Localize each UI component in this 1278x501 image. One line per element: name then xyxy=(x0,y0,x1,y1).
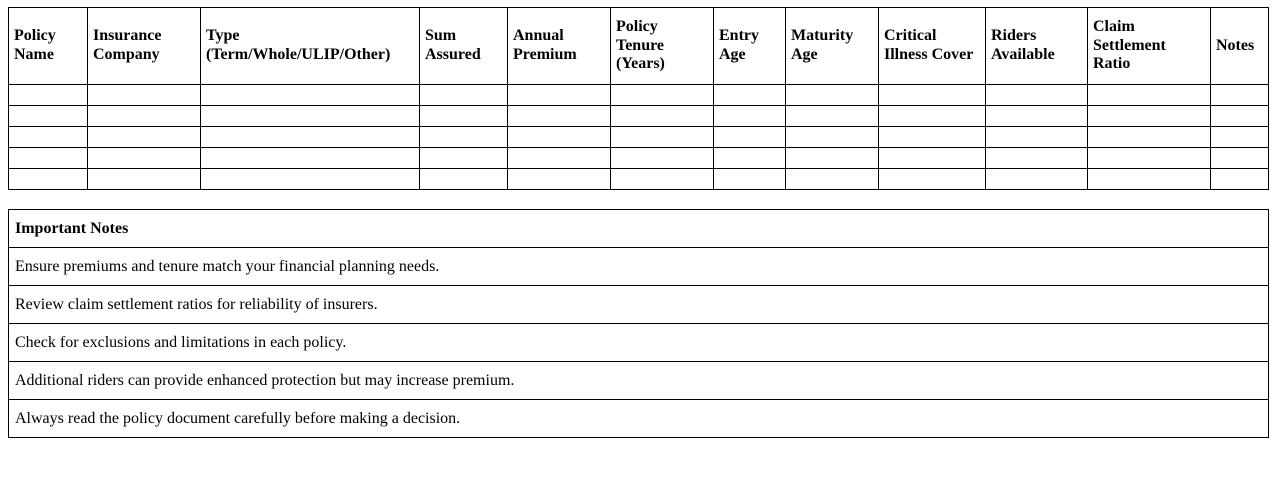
empty-cell-policy-tenure-years[interactable] xyxy=(610,84,714,106)
empty-policy-row xyxy=(8,147,1269,169)
important-notes-header-row: Important Notes xyxy=(8,209,1269,248)
column-header-maturity-age: Maturity Age xyxy=(785,7,879,85)
column-header-notes: Notes xyxy=(1210,7,1269,85)
empty-cell-notes[interactable] xyxy=(1210,105,1269,127)
empty-cell-sum-assured[interactable] xyxy=(419,147,508,169)
note-row: Ensure premiums and tenure match your fi… xyxy=(8,247,1269,286)
empty-cell-claim-settlement-ratio[interactable] xyxy=(1087,126,1211,148)
empty-cell-policy-tenure-years[interactable] xyxy=(610,147,714,169)
column-header-critical-illness-cover: Critical Illness Cover xyxy=(878,7,986,85)
empty-cell-policy-tenure-years[interactable] xyxy=(610,105,714,127)
empty-cell-insurance-company[interactable] xyxy=(87,147,201,169)
empty-cell-critical-illness-cover[interactable] xyxy=(878,84,986,106)
empty-cell-entry-age[interactable] xyxy=(713,126,786,148)
empty-cell-annual-premium[interactable] xyxy=(507,126,611,148)
important-notes-title: Important Notes xyxy=(8,209,1269,248)
empty-policy-row xyxy=(8,168,1269,190)
column-header-annual-premium: Annual Premium xyxy=(507,7,611,85)
empty-cell-policy-tenure-years[interactable] xyxy=(610,126,714,148)
empty-cell-maturity-age[interactable] xyxy=(785,147,879,169)
column-header-policy-name: Policy Name xyxy=(8,7,88,85)
empty-cell-riders-available[interactable] xyxy=(985,168,1088,190)
empty-cell-policy-tenure-years[interactable] xyxy=(610,168,714,190)
empty-cell-claim-settlement-ratio[interactable] xyxy=(1087,168,1211,190)
empty-cell-entry-age[interactable] xyxy=(713,147,786,169)
empty-cell-critical-illness-cover[interactable] xyxy=(878,126,986,148)
empty-cell-type-term-whole-ulip-other[interactable] xyxy=(200,126,420,148)
empty-cell-claim-settlement-ratio[interactable] xyxy=(1087,147,1211,169)
note-text: Check for exclusions and limitations in … xyxy=(8,323,1269,362)
empty-cell-entry-age[interactable] xyxy=(713,84,786,106)
empty-cell-insurance-company[interactable] xyxy=(87,84,201,106)
empty-cell-riders-available[interactable] xyxy=(985,126,1088,148)
empty-cell-type-term-whole-ulip-other[interactable] xyxy=(200,84,420,106)
empty-cell-riders-available[interactable] xyxy=(985,147,1088,169)
empty-cell-notes[interactable] xyxy=(1210,126,1269,148)
note-text: Ensure premiums and tenure match your fi… xyxy=(8,247,1269,286)
empty-cell-annual-premium[interactable] xyxy=(507,84,611,106)
empty-cell-type-term-whole-ulip-other[interactable] xyxy=(200,147,420,169)
column-header-type-term-whole-ulip-other: Type (Term/Whole/ULIP/Other) xyxy=(200,7,420,85)
empty-policy-row xyxy=(8,84,1269,106)
empty-cell-maturity-age[interactable] xyxy=(785,84,879,106)
column-header-riders-available: Riders Available xyxy=(985,7,1088,85)
empty-cell-sum-assured[interactable] xyxy=(419,105,508,127)
column-header-claim-settlement-ratio: Claim Settlement Ratio xyxy=(1087,7,1211,85)
empty-cell-insurance-company[interactable] xyxy=(87,105,201,127)
empty-policy-row xyxy=(8,105,1269,127)
comparison-header-row: Policy Name Insurance Company Type (Term/W… xyxy=(8,7,1269,85)
note-row: Always read the policy document carefull… xyxy=(8,399,1269,438)
empty-cell-type-term-whole-ulip-other[interactable] xyxy=(200,168,420,190)
empty-cell-notes[interactable] xyxy=(1210,147,1269,169)
empty-cell-claim-settlement-ratio[interactable] xyxy=(1087,105,1211,127)
empty-cell-notes[interactable] xyxy=(1210,84,1269,106)
note-text: Always read the policy document carefull… xyxy=(8,399,1269,438)
empty-cell-sum-assured[interactable] xyxy=(419,168,508,190)
empty-cell-insurance-company[interactable] xyxy=(87,168,201,190)
empty-cell-claim-settlement-ratio[interactable] xyxy=(1087,84,1211,106)
column-header-insurance-company: Insurance Company xyxy=(87,7,201,85)
note-text: Review claim settlement ratios for relia… xyxy=(8,285,1269,324)
column-header-policy-tenure-years: Policy Tenure (Years) xyxy=(610,7,714,85)
empty-cell-annual-premium[interactable] xyxy=(507,105,611,127)
empty-cell-annual-premium[interactable] xyxy=(507,147,611,169)
note-row: Additional riders can provide enhanced p… xyxy=(8,361,1269,400)
empty-cell-critical-illness-cover[interactable] xyxy=(878,105,986,127)
empty-cell-annual-premium[interactable] xyxy=(507,168,611,190)
empty-cell-critical-illness-cover[interactable] xyxy=(878,168,986,190)
document-page: Policy Name Insurance Company Type (Term/W… xyxy=(8,7,1269,438)
empty-cell-maturity-age[interactable] xyxy=(785,126,879,148)
column-header-sum-assured: Sum Assured xyxy=(419,7,508,85)
note-row: Check for exclusions and limitations in … xyxy=(8,323,1269,362)
empty-cell-entry-age[interactable] xyxy=(713,105,786,127)
empty-cell-maturity-age[interactable] xyxy=(785,105,879,127)
empty-cell-maturity-age[interactable] xyxy=(785,168,879,190)
empty-policy-row xyxy=(8,126,1269,148)
policy-comparison-table: Policy Name Insurance Company Type (Term/W… xyxy=(8,7,1269,190)
note-row: Review claim settlement ratios for relia… xyxy=(8,285,1269,324)
empty-cell-riders-available[interactable] xyxy=(985,84,1088,106)
empty-cell-type-term-whole-ulip-other[interactable] xyxy=(200,105,420,127)
empty-cell-policy-name[interactable] xyxy=(8,147,88,169)
empty-cell-policy-name[interactable] xyxy=(8,105,88,127)
empty-cell-policy-name[interactable] xyxy=(8,126,88,148)
important-notes-table: Important Notes Ensure premiums and tenu… xyxy=(8,209,1269,438)
note-text: Additional riders can provide enhanced p… xyxy=(8,361,1269,400)
empty-cell-entry-age[interactable] xyxy=(713,168,786,190)
empty-cell-notes[interactable] xyxy=(1210,168,1269,190)
empty-cell-critical-illness-cover[interactable] xyxy=(878,147,986,169)
empty-cell-riders-available[interactable] xyxy=(985,105,1088,127)
empty-cell-policy-name[interactable] xyxy=(8,84,88,106)
empty-cell-insurance-company[interactable] xyxy=(87,126,201,148)
empty-cell-policy-name[interactable] xyxy=(8,168,88,190)
empty-cell-sum-assured[interactable] xyxy=(419,126,508,148)
column-header-entry-age: Entry Age xyxy=(713,7,786,85)
empty-cell-sum-assured[interactable] xyxy=(419,84,508,106)
